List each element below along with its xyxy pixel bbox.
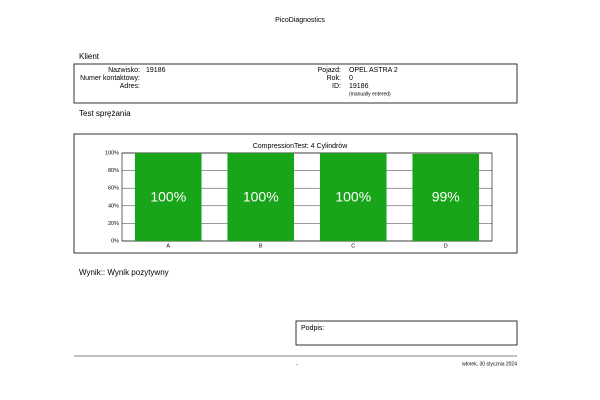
result-text: Wynik:: Wynik pozytywny — [79, 268, 169, 277]
chart-box — [73, 133, 518, 254]
y-tick-label: 20% — [108, 221, 119, 227]
client-box — [73, 63, 518, 104]
field-label: Adres: — [120, 83, 140, 90]
value-label: 100% — [243, 189, 279, 205]
field-label: Rok: — [327, 75, 341, 82]
bar — [412, 153, 480, 241]
footer-date: wtorek, 30 stycznia 2024 — [462, 361, 517, 367]
chart-title: CompressionTest: 4 Cylindrów — [253, 143, 348, 150]
field-value: 19186 — [146, 67, 166, 74]
bar — [227, 153, 295, 241]
value-label: 99% — [432, 189, 460, 205]
page-title: PicoDiagnostics — [275, 17, 325, 24]
signature-box — [295, 320, 518, 346]
section-title: Test sprężania — [79, 109, 131, 118]
field-value: 0 — [349, 75, 353, 82]
field-label: ID: — [332, 83, 341, 90]
x-tick-label: D — [444, 243, 448, 249]
footer-center: - — [296, 361, 298, 367]
x-tick-label: B — [259, 243, 263, 249]
x-tick-label: A — [166, 243, 170, 249]
x-tick-label: C — [351, 243, 355, 249]
field-value: OPEL ASTRA 2 — [349, 67, 398, 74]
signature-label: Podpis: — [301, 325, 324, 332]
field-note: (manually entered) — [349, 91, 391, 97]
field-label: Numer kontaktowy: — [80, 75, 140, 82]
section-title: Klient — [79, 52, 100, 61]
value-label: 100% — [335, 189, 371, 205]
y-tick-label: 40% — [108, 203, 119, 209]
y-tick-label: 80% — [108, 168, 119, 174]
field-label: Pojazd: — [318, 67, 341, 74]
y-tick-label: 60% — [108, 186, 119, 192]
y-tick-label: 0% — [111, 238, 119, 244]
bar — [319, 153, 387, 241]
y-tick-label: 100% — [105, 150, 119, 156]
bar — [134, 153, 202, 241]
field-value: 19186 — [349, 83, 369, 90]
value-label: 100% — [150, 189, 186, 205]
field-label: Nazwisko: — [108, 67, 140, 74]
